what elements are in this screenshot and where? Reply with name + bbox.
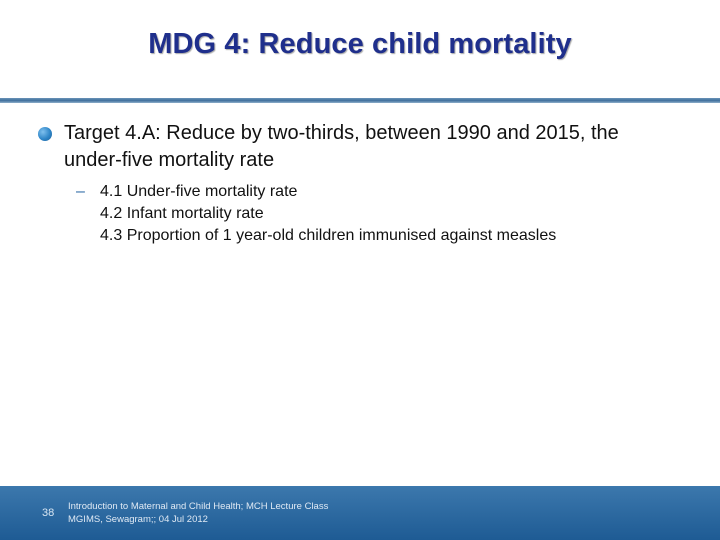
page-number: 38: [42, 507, 55, 519]
footer-line: MGIMS, Sewagram;; 04 Jul 2012: [68, 514, 208, 525]
sub-bullet-line: 4.1 Under-five mortality rate: [100, 183, 298, 200]
sub-bullet-line: 4.3 Proportion of 1 year-old children im…: [100, 227, 557, 244]
sub-bullet-item: – 4.1 Under-five mortality rate 4.2 Infa…: [76, 181, 678, 247]
bullet-item: Target 4.A: Reduce by two-thirds, betwee…: [38, 120, 678, 174]
slide-content: Target 4.A: Reduce by two-thirds, betwee…: [38, 120, 678, 247]
footer-text: Introduction to Maternal and Child Healt…: [68, 500, 328, 526]
title-divider: [0, 98, 720, 103]
footer-line: Introduction to Maternal and Child Healt…: [68, 501, 329, 512]
bullet-text: Target 4.A: Reduce by two-thirds, betwee…: [64, 122, 619, 171]
sub-bullet-line: 4.2 Infant mortality rate: [100, 205, 264, 222]
sub-bullet-lines: 4.1 Under-five mortality rate 4.2 Infant…: [100, 181, 640, 247]
bullet-dot-icon: [38, 127, 52, 141]
slide-title: MDG 4: Reduce child mortality: [148, 28, 572, 60]
footer-bar: [0, 486, 720, 540]
dash-icon: –: [76, 183, 85, 200]
